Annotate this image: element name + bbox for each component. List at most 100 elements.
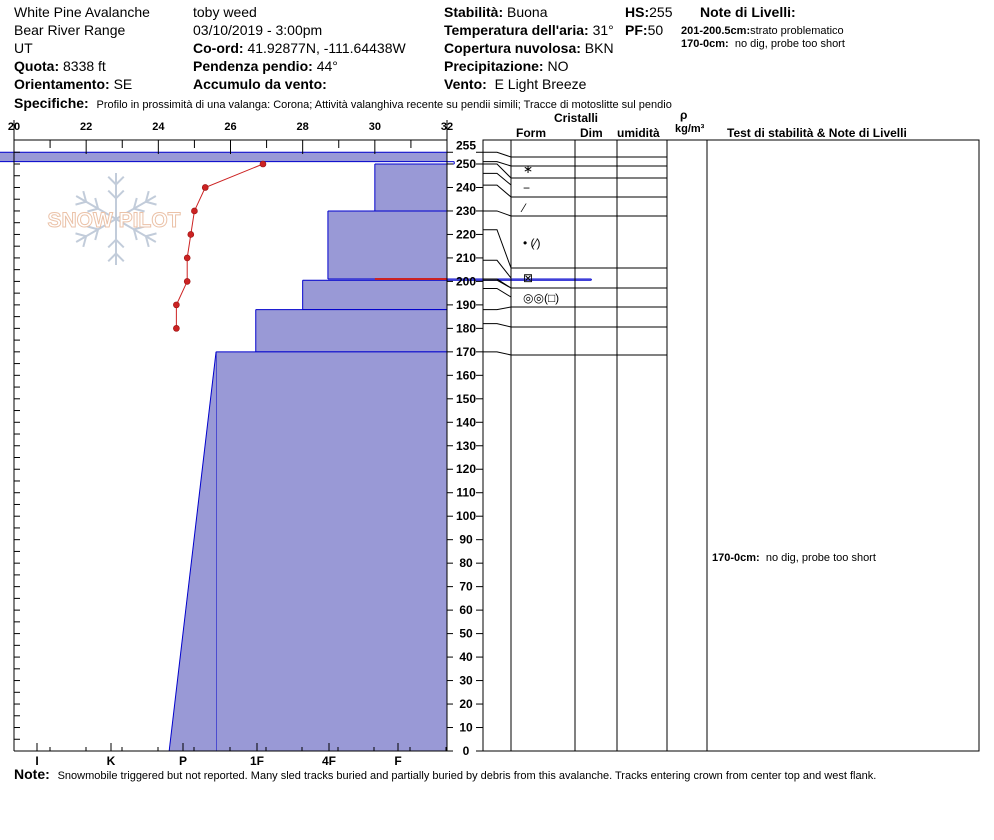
snowflake-branch [87,207,99,213]
depth-tick-label: 0 [463,744,470,758]
depth-tick-label: 90 [459,533,473,547]
layer-connector [483,351,512,356]
layer-connector [483,210,512,217]
temperature-point [187,231,195,238]
depth-tick-label: 30 [459,674,473,688]
temperature-profile [173,160,267,332]
snowflake-branch [107,238,117,249]
snowpilot-watermark: SNOW PILOT [47,173,181,265]
layer-note-text: strato problematico [750,25,844,37]
snowflake-branch [94,229,100,241]
depth-tick-label: 10 [459,721,473,735]
elevation: Quota: 8338 ft [14,58,106,74]
snowflake-arm [75,195,117,220]
snowflake-branch [115,238,125,249]
precip-label: Precipitazione: [444,58,544,74]
hardness-layer [374,164,447,211]
hardness-layer [302,280,447,310]
hs-value: 255 [649,4,673,20]
grain-form-symbol: ⊠ [523,271,533,285]
crystals-header: Cristalli [554,111,599,125]
depth-tick-label: 20 [459,697,473,711]
wind-loading: Accumulo da vento: [193,76,327,92]
layer-connector [483,287,512,298]
coord-label: Co-ord: [193,40,244,56]
depth-tick-label: 230 [456,204,476,218]
sky-value: BKN [584,40,614,56]
layer-connector [483,279,512,289]
observer-name: toby weed [193,4,257,20]
form-header: Form [516,126,546,140]
density-unit: kg/m³ [675,123,705,135]
snowflake-branch [82,190,88,203]
temp-tick-label: 26 [224,121,236,133]
coord-value: 41.92877N, -111.64438W [247,40,406,56]
hardness-tick-label: F [394,754,401,768]
snow-height: HS:255 [625,4,672,20]
snowflake-branch [115,189,125,200]
wind-label: Vento: [444,76,487,92]
slope-value: 44° [316,58,338,74]
layer-note-range: 201-200.5cm: [681,25,751,37]
hardness-layer [327,210,447,280]
hardness-tick-label: 4F [322,754,336,768]
temperature-point [183,254,191,262]
depth-tick-label: 70 [459,580,473,594]
pf-value: 50 [647,22,664,38]
chart-axes [13,120,448,752]
wind-value: E Light Breeze [494,76,587,92]
hardness-tick-label: K [107,754,116,768]
temp-tick-label: 28 [297,121,309,133]
hardness-tick-label: P [179,754,187,768]
test-note: 170-0cm: no dig, probe too short [712,552,876,565]
depth-tick-label: 80 [459,556,473,570]
depth-tick-label: 50 [459,627,473,641]
stability-label: Stabilità: [444,4,504,20]
depth-tick-label: 60 [459,603,473,617]
specifics-value: Profilo in prossimità di una valanga: Co… [96,99,672,111]
air-temperature: Temperatura dell'aria: 31° [444,22,614,38]
temp-tick-label: 32 [441,121,453,133]
snowflake-branch [145,200,157,206]
temperature-point [183,278,191,285]
snowflake-branch [132,197,138,209]
depth-tick-label: 220 [456,227,476,241]
snowflake-branch [115,252,125,262]
snowflake-branch [75,232,87,238]
elevation-value: 8338 ft [63,58,106,74]
snowflake-arm [75,218,117,243]
slope-label: Pendenza pendio: [193,58,313,74]
grain-form-symbol: ∗ [523,162,533,176]
location-name: White Pine Avalanche [14,4,150,20]
layer-connector [483,184,512,198]
observation-datetime: 03/10/2019 - 3:00pm [193,22,323,38]
layer-connector [483,161,512,167]
temp-tick-label: 24 [152,121,165,133]
snowflake-branch [144,190,150,203]
temperature-point [173,301,180,309]
depth-tick-label: 250 [456,157,476,171]
hardness-layer [216,351,447,751]
elevation-label: Quota: [14,58,60,74]
hardness-layer-slope-edge [168,351,217,752]
layer-connector [483,163,512,179]
depth-tick-label: 200 [456,274,476,288]
hardness-layer [0,152,447,162]
crystal-table [482,139,980,752]
layer-note-range: 170-0cm: [681,38,729,50]
snowflake-branch [107,189,117,200]
hardness-tick-label: 1F [250,754,264,768]
grain-symbols: ∗ − ⁄ • (⁄) ⊠ ◎◎(□) [520,162,559,305]
snowflake-branch [144,235,150,248]
depth-tick-label: 160 [456,368,476,382]
snowflake-branch [87,225,99,231]
snowflake-branch [107,252,117,262]
snowflake-branch [82,235,88,248]
hs-label: HS: [625,4,650,20]
hardness-profile [0,151,592,752]
tests-header: Test di stabilità & Note di Livelli [727,126,907,140]
grain-form-symbol: − [523,181,530,195]
depth-tick-label: 180 [456,321,476,335]
temperature-point [173,325,180,332]
